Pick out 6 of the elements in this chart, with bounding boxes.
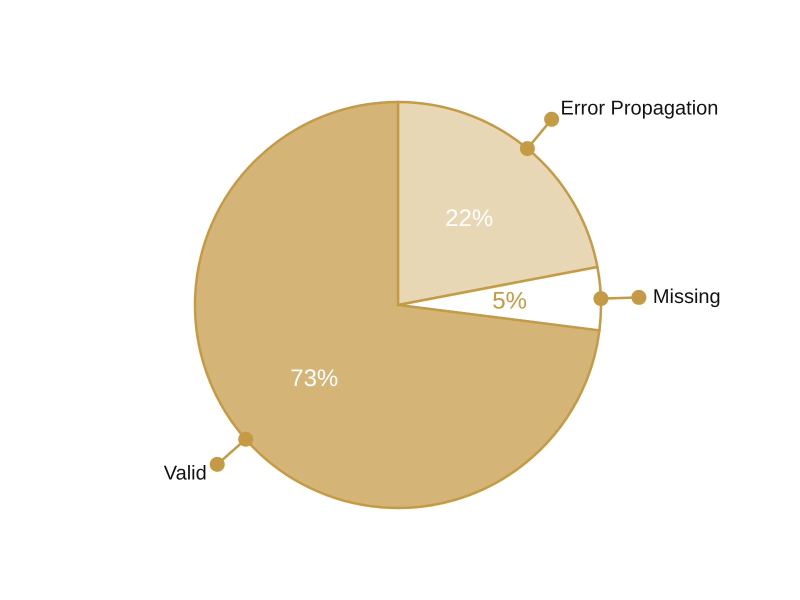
slice-label: Error Propagation [560, 98, 718, 120]
data-label: 22% [445, 204, 494, 232]
data-label: 73% [290, 364, 338, 392]
slice-label: Valid [164, 462, 207, 485]
legend-label: Missing [652, 286, 721, 308]
data-label: 5% [492, 287, 527, 314]
